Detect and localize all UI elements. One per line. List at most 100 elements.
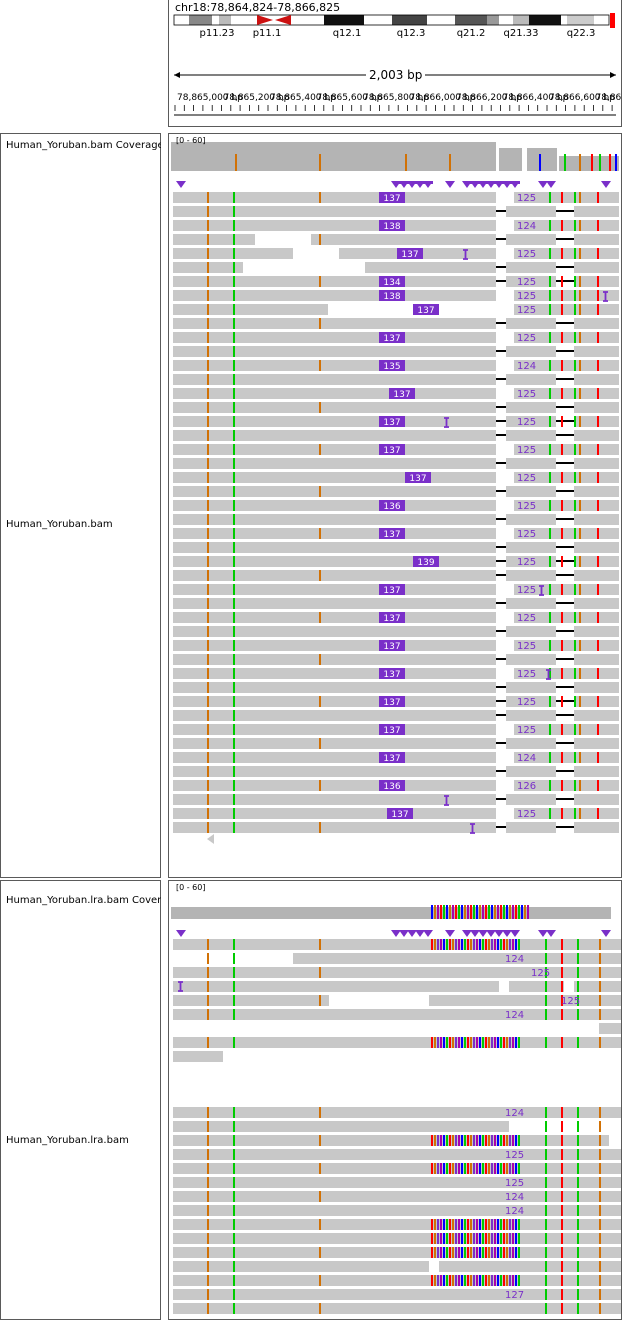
track-name-bam-coverage[interactable]: Human_Yoruban.bam Coverage (6, 140, 161, 151)
insertion-length-tag-label: 137 (383, 446, 400, 456)
read (599, 1023, 621, 1034)
mismatch (464, 1135, 466, 1146)
read (509, 981, 564, 992)
read (173, 528, 496, 539)
mismatch (599, 1289, 601, 1300)
mismatch (233, 710, 235, 721)
mismatch (207, 794, 209, 805)
mismatch (319, 612, 321, 623)
mismatch (233, 374, 235, 385)
ideogram-band (487, 15, 499, 25)
header-panel: chr18:78,864,824-78,866,825 p11.23 p11.1 q… (168, 0, 622, 127)
mismatch (207, 290, 209, 301)
mismatch (434, 1247, 436, 1258)
insertion-length-tag-label: 137 (409, 474, 426, 484)
mismatch (452, 1163, 454, 1174)
insertion-length-tag-label: 136 (383, 782, 400, 792)
read (173, 710, 496, 721)
read (506, 514, 556, 525)
insertion-length-label: 125 (517, 557, 536, 568)
mismatch (485, 1275, 487, 1286)
mismatch (574, 556, 576, 567)
mismatch (319, 822, 321, 833)
mismatch (561, 500, 563, 511)
band-label: q12.1 (333, 28, 362, 39)
mismatch (233, 262, 235, 273)
mismatch (473, 1233, 475, 1244)
mismatch (207, 304, 209, 315)
mismatch (577, 1037, 579, 1048)
mismatch (233, 1303, 235, 1314)
mismatch (579, 332, 581, 343)
mismatch (233, 542, 235, 553)
read (365, 262, 496, 273)
mismatch (233, 626, 235, 637)
mismatch (473, 1037, 475, 1048)
ideogram-band (567, 15, 594, 25)
ruler-tick-label: 78,865,400 bp (270, 93, 336, 103)
insertion-marker-icon (546, 930, 556, 937)
read (173, 612, 496, 623)
mismatch (233, 458, 235, 469)
insertion-marker-icon (423, 930, 433, 937)
track-name-lra[interactable]: Human_Yoruban.lra.bam (6, 1135, 129, 1146)
mismatch (515, 1037, 517, 1048)
mismatch (207, 612, 209, 623)
lra-alignment-track[interactable]: 124 125 125 124 124 125 125 124 124 127 (169, 881, 622, 1320)
mismatch (233, 556, 235, 567)
read (574, 682, 619, 693)
track-name-bam[interactable]: Human_Yoruban.bam (6, 519, 113, 530)
coverage-mismatch (497, 905, 499, 919)
ideogram-band (529, 15, 561, 25)
mismatch (494, 1233, 496, 1244)
mismatch (597, 528, 599, 539)
mismatch (431, 1275, 433, 1286)
ideogram-band (455, 15, 487, 25)
mismatch (467, 1037, 469, 1048)
mismatch (579, 290, 581, 301)
mismatch (437, 939, 439, 950)
mismatch (512, 1037, 514, 1048)
mismatch (449, 1219, 451, 1230)
read (173, 486, 496, 497)
track-name-lra-coverage[interactable]: Human_Yoruban.lra.bam Cover (6, 895, 161, 906)
mismatch (482, 1233, 484, 1244)
mismatch (491, 1275, 493, 1286)
bam-alignment-track[interactable]: 137 125 138 124 137 125 134 125 138 125 137 125 137 1… (169, 134, 622, 878)
data-panel-2[interactable]: [0 - 60] 124 125 125 124 124 125 125 124 124 127 (168, 880, 622, 1320)
coverage-mismatch (488, 905, 490, 919)
mismatch (446, 1233, 448, 1244)
mismatch (207, 1233, 209, 1244)
mismatch (440, 1219, 442, 1230)
mismatch (597, 388, 599, 399)
insertion-length-tag-label: 137 (383, 642, 400, 652)
mismatch (500, 1247, 502, 1258)
read (506, 598, 556, 609)
ruler-tick-label: 78,866,600 bp (549, 93, 615, 103)
mismatch (509, 1275, 511, 1286)
read (514, 360, 619, 371)
insertion-marker-icon (176, 181, 186, 188)
mismatch (545, 1009, 547, 1020)
ideogram-band (561, 15, 567, 25)
mismatch (207, 1177, 209, 1188)
read (506, 682, 556, 693)
mismatch (494, 1247, 496, 1258)
mismatch (579, 472, 581, 483)
insertion-marker-icon (470, 930, 480, 937)
coverage-mismatch (446, 905, 448, 919)
mismatch (599, 995, 601, 1006)
mismatch (597, 640, 599, 651)
mismatch (233, 682, 235, 693)
mismatch (512, 1135, 514, 1146)
read (173, 724, 496, 735)
mismatch (207, 981, 209, 992)
coverage-mismatch (524, 905, 526, 919)
read (173, 304, 328, 315)
chromosome-ideogram[interactable]: p11.23 p11.1 q12.1 q12.3 q21.2 q21.33 q22.3 (169, 13, 621, 53)
right-arrow-icon (610, 72, 616, 78)
data-panel-1[interactable]: [0 - 60] 137 125 138 124 137 125 134 125 138 125 1… (168, 133, 622, 878)
mismatch (455, 1037, 457, 1048)
mismatch (319, 1163, 321, 1174)
read (506, 430, 556, 441)
